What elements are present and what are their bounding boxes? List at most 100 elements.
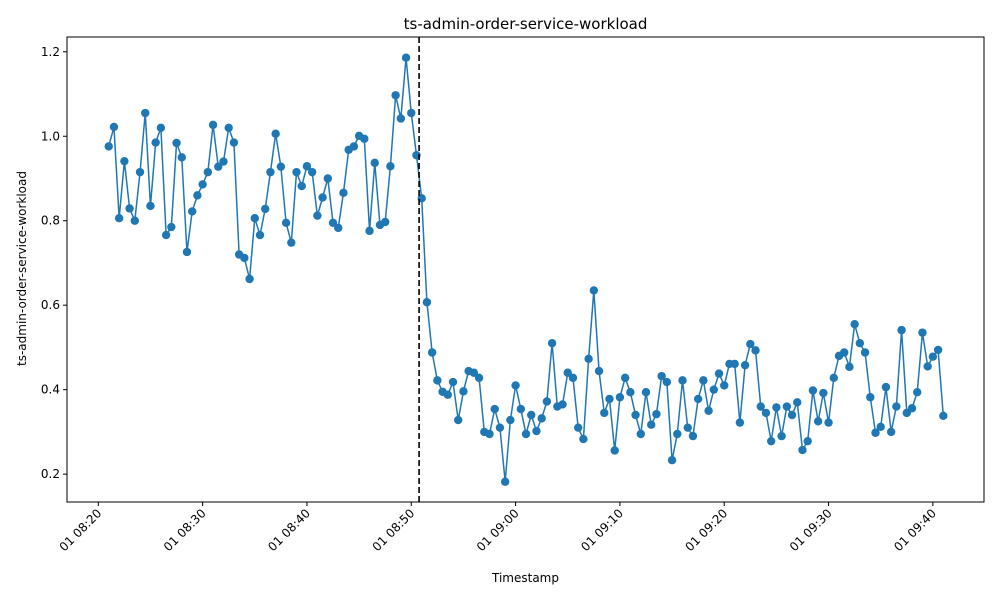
data-point: [787, 410, 797, 420]
data-point: [793, 398, 802, 407]
data-point: [746, 339, 755, 349]
data-point: [626, 387, 635, 397]
data-point: [673, 429, 682, 439]
data-point: [751, 346, 760, 355]
data-point: [547, 339, 557, 348]
data-point: [683, 423, 692, 432]
data-point: [761, 408, 771, 418]
data-point: [203, 167, 213, 177]
data-point: [735, 418, 745, 427]
data-point: [427, 348, 437, 357]
data-point: [167, 222, 176, 232]
data-point: [459, 387, 468, 396]
data-point: [380, 217, 390, 227]
data-point: [579, 434, 588, 444]
data-point: [506, 415, 515, 425]
data-point: [928, 352, 938, 361]
data-point: [615, 393, 625, 402]
data-point: [808, 386, 818, 395]
data-point: [156, 123, 166, 132]
data-point: [709, 385, 718, 394]
y-axis-label: ts-admin-order-service-workload: [15, 171, 29, 366]
data-point: [620, 373, 630, 383]
data-point: [641, 387, 651, 397]
data-point: [876, 422, 885, 432]
data-point: [193, 191, 202, 200]
data-point: [454, 415, 463, 425]
data-point: [699, 376, 708, 385]
data-point: [714, 369, 724, 378]
data-point: [573, 423, 583, 432]
data-point: [433, 376, 442, 385]
data-point: [798, 445, 807, 455]
data-point: [913, 387, 922, 397]
data-point: [443, 390, 452, 399]
data-point: [829, 373, 838, 383]
data-point: [360, 134, 369, 143]
data-point: [720, 381, 729, 390]
data-point: [766, 436, 776, 446]
data-point: [631, 410, 640, 420]
data-point: [647, 420, 656, 429]
data-point: [866, 393, 875, 402]
data-point: [850, 319, 859, 329]
data-point: [897, 325, 906, 335]
data-point: [803, 436, 812, 446]
data-point: [151, 138, 160, 147]
y-tick-label: 1.2: [41, 45, 60, 59]
data-point: [474, 373, 484, 383]
data-point: [214, 162, 223, 171]
data-point: [688, 431, 698, 441]
data-point: [527, 410, 536, 420]
data-point: [511, 381, 520, 390]
data-point: [146, 201, 155, 211]
data-point: [328, 218, 338, 228]
data-point: [271, 129, 280, 138]
data-point: [584, 354, 593, 364]
data-point: [563, 368, 572, 377]
data-point: [125, 204, 134, 213]
data-point: [532, 426, 541, 436]
data-point: [558, 400, 567, 409]
data-point: [542, 397, 552, 406]
data-point: [386, 162, 395, 171]
data-point: [396, 114, 406, 123]
data-point: [135, 167, 145, 177]
data-point: [933, 345, 943, 355]
data-point: [537, 414, 546, 423]
data-point: [740, 360, 750, 370]
data-point: [240, 253, 249, 263]
data-point: [422, 298, 432, 307]
y-tick-label: 0.6: [41, 298, 60, 312]
data-point: [109, 122, 119, 132]
y-tick-label: 0.4: [41, 383, 60, 397]
data-point: [777, 431, 786, 441]
data-point: [161, 230, 171, 240]
data-point: [266, 167, 275, 177]
data-point: [469, 368, 479, 377]
data-point: [219, 157, 228, 166]
data-point: [500, 477, 510, 486]
data-point: [907, 404, 917, 413]
data-point: [678, 376, 687, 385]
data-point: [313, 211, 322, 220]
data-point: [594, 366, 604, 376]
data-point: [600, 408, 609, 418]
data-point: [855, 339, 865, 348]
data-point: [652, 409, 661, 419]
data-point: [177, 153, 186, 162]
data-point: [292, 167, 301, 177]
axes-frame: [66, 36, 985, 503]
data-point: [819, 388, 828, 398]
data-point: [516, 404, 526, 414]
data-point: [318, 193, 327, 202]
data-point: [130, 216, 140, 225]
data-point: [407, 108, 416, 118]
data-point: [172, 138, 181, 148]
data-point: [334, 223, 343, 233]
data-point: [141, 108, 150, 118]
data-point: [120, 156, 129, 166]
data-point: [287, 238, 296, 247]
data-point: [886, 427, 896, 437]
data-point: [401, 53, 411, 62]
